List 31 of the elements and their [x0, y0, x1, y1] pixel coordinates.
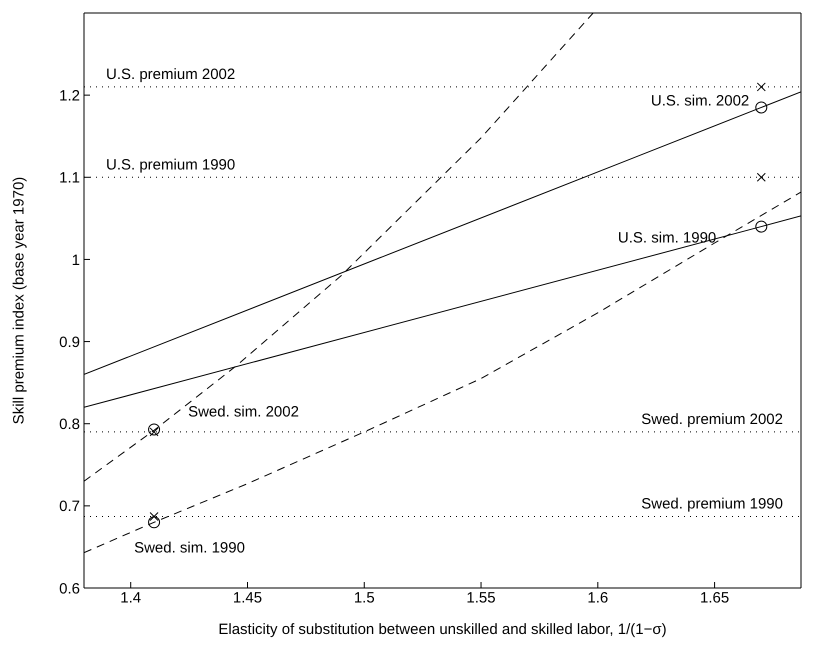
- series-label: Swed. sim. 2002: [188, 403, 299, 420]
- y-axis-title: Skill premium index (base year 1970): [10, 176, 28, 424]
- point: [755, 220, 768, 233]
- point: [756, 82, 766, 92]
- y-tick-label: 0.8: [59, 416, 80, 434]
- point: [756, 172, 766, 182]
- x-tick-label: 1.6: [587, 590, 608, 607]
- x-tick-label: 1.45: [232, 590, 262, 607]
- ref-line-label: Swed. premium 1990: [641, 496, 783, 513]
- point: [148, 516, 160, 528]
- ref-line-label: Swed. premium 2002: [641, 410, 783, 428]
- x-axis-title: Elasticity of substitution between unskilled and skilled labor, 1/(1−σ): [218, 621, 667, 638]
- ref-line-label: U.S. premium 2002: [106, 66, 236, 83]
- ref-line-label: U.S. premium 1990: [106, 156, 236, 174]
- x-tick-label: 1.5: [354, 590, 375, 607]
- y-tick-label: 1.2: [59, 87, 80, 104]
- x-tick-label: 1.65: [700, 590, 730, 607]
- y-tick-label: 0.6: [59, 580, 80, 598]
- point: [148, 423, 160, 436]
- point: [755, 101, 768, 114]
- series-label: Swed. sim. 1990: [134, 539, 245, 556]
- y-tick-label: 0.7: [59, 498, 80, 516]
- x-tick-label: 1.4: [120, 590, 142, 607]
- y-tick-label: 1: [72, 252, 80, 269]
- series-label: U.S. sim. 2002: [650, 92, 750, 110]
- point: [150, 427, 159, 436]
- x-tick-label: 1.55: [466, 590, 496, 607]
- series-label: U.S. sim. 1990: [618, 230, 716, 247]
- point: [150, 512, 159, 522]
- y-tick-label: 0.9: [59, 334, 80, 351]
- y-tick-label: 1.1: [59, 170, 80, 187]
